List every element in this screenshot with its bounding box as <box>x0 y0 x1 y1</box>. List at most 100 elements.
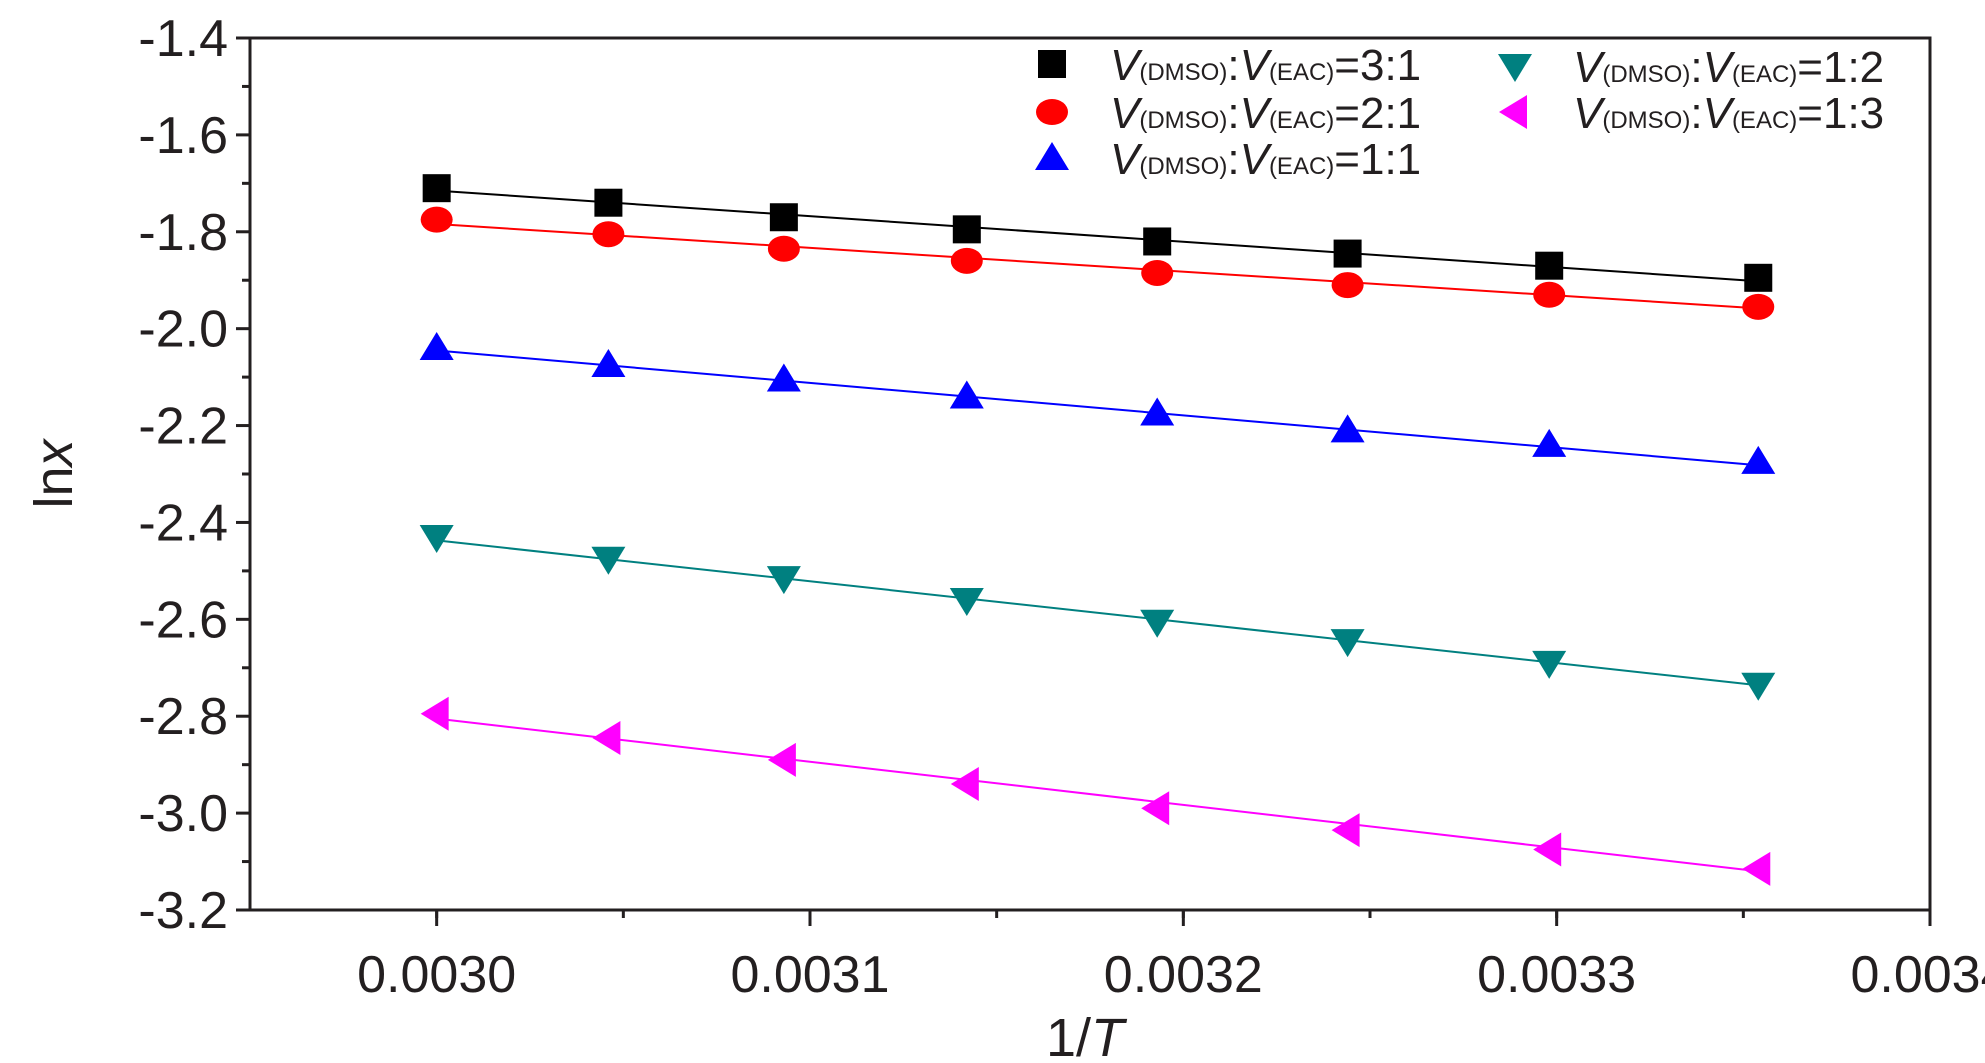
data-point <box>591 546 626 575</box>
data-point <box>419 332 454 361</box>
legend-marker <box>1035 142 1069 170</box>
legend-item-5: V(DMSO):V(EAC)=1:3 <box>1499 89 1884 138</box>
legend-item-4: V(DMSO):V(EAC)=1:2 <box>1498 43 1884 92</box>
legend-ratio: =1:1 <box>1334 135 1421 184</box>
legend-v2: V <box>1703 43 1736 92</box>
y-tick-label: -2.4 <box>138 494 228 552</box>
data-point <box>1741 672 1776 701</box>
legend-item-3: V(DMSO):V(EAC)=1:1 <box>1035 135 1421 184</box>
data-point <box>766 363 801 392</box>
data-point <box>1533 832 1562 867</box>
legend-marker <box>1498 54 1532 82</box>
series-layer <box>419 174 1776 886</box>
legend-v1: V <box>1573 89 1606 138</box>
data-point <box>420 696 449 731</box>
fit-line <box>436 349 1759 467</box>
legend-item-1: V(DMSO):V(EAC)=3:1 <box>1038 41 1421 90</box>
legend-v2: V <box>1240 135 1273 184</box>
y-tick-label: -3.0 <box>138 785 228 843</box>
data-point <box>1333 239 1362 268</box>
legend-label: V(DMSO):V(EAC)=1:1 <box>1110 135 1421 184</box>
legend-marker <box>1499 95 1527 129</box>
legend-sub2: (EAC) <box>1269 153 1334 180</box>
legend-ratio: =1:2 <box>1797 43 1884 92</box>
data-point <box>767 742 796 777</box>
legend-sub2: (EAC) <box>1732 107 1797 134</box>
legend-label: V(DMSO):V(EAC)=1:3 <box>1573 89 1884 138</box>
data-point <box>767 235 800 262</box>
legend-v1: V <box>1110 89 1143 138</box>
data-point <box>1742 293 1775 320</box>
data-point <box>1141 259 1174 286</box>
x-tick-label: 0.0031 <box>730 946 889 1004</box>
legend-v2: V <box>1703 89 1736 138</box>
legend-sub1: (DMSO) <box>1602 61 1690 88</box>
data-point <box>422 174 451 203</box>
data-point <box>1744 263 1773 292</box>
series-4 <box>419 524 1776 701</box>
data-point <box>1535 251 1564 280</box>
legend-sub1: (DMSO) <box>1602 107 1690 134</box>
data-point <box>420 206 453 233</box>
legend-label: V(DMSO):V(EAC)=2:1 <box>1110 89 1421 138</box>
data-point <box>1330 414 1365 443</box>
legend-sub2: (EAC) <box>1269 107 1334 134</box>
data-point <box>592 221 625 248</box>
legend-colon: : <box>1690 89 1702 138</box>
data-point <box>949 380 984 409</box>
legend-ratio: =1:3 <box>1797 89 1884 138</box>
x-tick-label: 0.0032 <box>1104 946 1263 1004</box>
series-2 <box>420 206 1775 320</box>
data-point <box>950 247 983 274</box>
data-point <box>419 524 454 553</box>
legend-label: V(DMSO):V(EAC)=3:1 <box>1110 41 1421 90</box>
data-point <box>769 203 798 232</box>
data-point <box>1331 813 1360 848</box>
series-5 <box>420 696 1771 886</box>
y-tick-label: -1.8 <box>138 204 228 262</box>
legend-item-2: V(DMSO):V(EAC)=2:1 <box>1036 89 1421 138</box>
legend-ratio: =3:1 <box>1334 41 1421 90</box>
legend-colon: : <box>1227 89 1239 138</box>
y-axis: -1.4 -1.6 -1.8 -2.0 -2.2 -2.4 -2.6 -2.8 -3.0 -3.2 <box>138 10 250 940</box>
data-point <box>1532 428 1567 457</box>
y-tick-label: -3.2 <box>138 882 228 940</box>
legend-colon: : <box>1690 43 1702 92</box>
x-tick-label: 0.0034 <box>1850 946 1985 1004</box>
data-point <box>592 721 621 756</box>
data-point <box>952 215 981 244</box>
legend: V(DMSO):V(EAC)=3:1V(DMSO):V(EAC)=2:1V(DM… <box>1035 41 1884 184</box>
data-point <box>594 188 623 217</box>
y-tick-label: -2.6 <box>138 591 228 649</box>
legend-marker <box>1038 50 1066 78</box>
data-point <box>950 767 979 802</box>
legend-v2: V <box>1240 41 1273 90</box>
legend-v2: V <box>1240 89 1273 138</box>
legend-sub1: (DMSO) <box>1139 107 1227 134</box>
legend-colon: : <box>1227 135 1239 184</box>
legend-sub1: (DMSO) <box>1139 153 1227 180</box>
legend-v1: V <box>1110 135 1143 184</box>
y-tick-label: -2.2 <box>138 398 228 456</box>
data-point <box>1533 281 1566 308</box>
series-3 <box>419 332 1776 474</box>
y-axis-title: lnx <box>24 437 84 508</box>
data-point <box>1143 227 1172 256</box>
x-tick-label: 0.0033 <box>1477 946 1636 1004</box>
data-point <box>1741 445 1776 474</box>
legend-sub2: (EAC) <box>1269 59 1334 86</box>
plot-frame <box>248 36 1932 912</box>
legend-marker <box>1036 99 1068 125</box>
data-point <box>1742 851 1771 886</box>
legend-v1: V <box>1110 41 1143 90</box>
y-tick-label: -2.8 <box>138 688 228 746</box>
data-point <box>1532 650 1567 679</box>
x-axis-title: 1/T <box>1046 1008 1128 1063</box>
y-tick-label: -1.6 <box>138 107 228 165</box>
data-point <box>1330 629 1365 658</box>
legend-sub2: (EAC) <box>1732 61 1797 88</box>
legend-ratio: =2:1 <box>1334 89 1421 138</box>
data-point <box>1140 609 1175 638</box>
y-tick-label: -1.4 <box>138 10 228 68</box>
